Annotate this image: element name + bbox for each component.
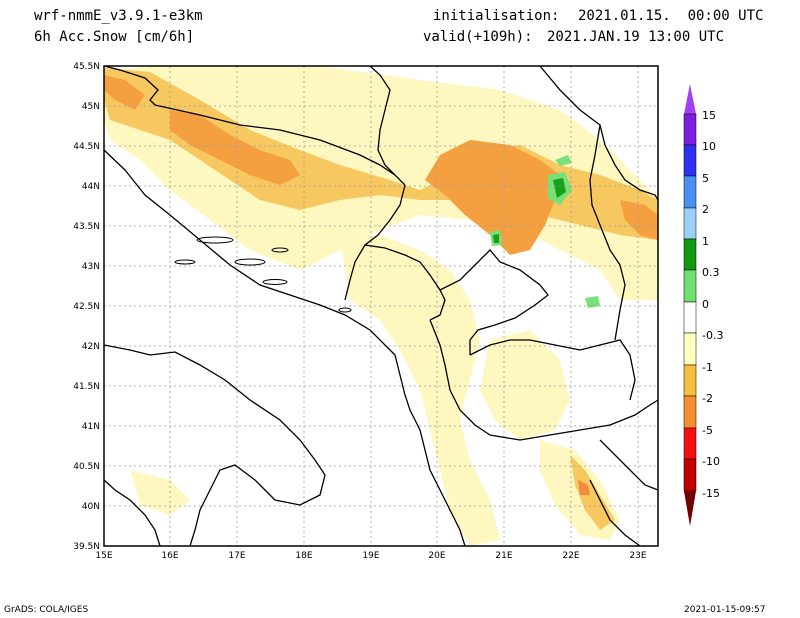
adriatic-east-coast (103, 149, 466, 547)
colorbar-segment (683, 113, 697, 146)
snow-area-green-2 (493, 234, 499, 243)
colorbar-segment (683, 458, 697, 492)
colorbar-segment (683, 238, 697, 271)
snow-area-orange-bosnia (170, 110, 300, 185)
colorbar-labels: 15 10 5 2 1 0.3 0 -0.3 -1 -2 -5 -10 -15 (702, 109, 723, 500)
colorbar-label: -2 (702, 392, 713, 405)
init-value: 2021.01.15. 00:00 UTC (578, 8, 764, 24)
lat-label: 45N (82, 102, 100, 112)
colorbar-segment (683, 301, 697, 334)
render-timestamp: 2021-01-15-09:57 (684, 605, 766, 615)
italy-coast (103, 344, 326, 547)
lon-axis: 15E 16E 17E 18E 19E 20E 21E 22E 23E (95, 551, 646, 561)
colorbar-segment (683, 144, 697, 177)
bosnia-north-border (154, 104, 406, 186)
colorbar-segment (683, 207, 697, 240)
colorbar-segment (683, 332, 697, 366)
lat-label: 40.5N (73, 462, 100, 472)
snow-area-lightgreen-4 (555, 155, 572, 166)
lon-label: 15E (95, 551, 112, 561)
serbia-bulgaria-border (589, 124, 626, 341)
snow-area-green-1 (553, 178, 566, 198)
greece-north-border (489, 399, 659, 441)
colorbar-label: -5 (702, 424, 713, 437)
greece-coast-east (599, 439, 659, 491)
variable-title: 6h Acc.Snow [cm/6h] (34, 29, 195, 45)
lat-label: 42N (82, 342, 100, 352)
kosovo-border (439, 249, 549, 355)
colorbar (683, 84, 697, 526)
colorbar-bottom-arrow (684, 491, 696, 526)
snow-fields (104, 66, 658, 546)
colorbar-top-arrow (684, 84, 696, 114)
colorbar-label: 10 (702, 140, 716, 153)
macedonia-border (469, 339, 636, 401)
bosnia-east-border (344, 184, 406, 301)
colorbar-segment (683, 364, 697, 397)
snow-area-orange-serbia (425, 140, 560, 255)
lon-label: 16E (161, 551, 178, 561)
map-grid (104, 66, 658, 546)
lon-label: 23E (629, 551, 646, 561)
lon-label: 20E (428, 551, 445, 561)
snow-area-orange-north (104, 75, 145, 110)
lon-label: 17E (228, 551, 245, 561)
italy-south-coast (103, 479, 161, 547)
snow-area-light-italy (130, 470, 190, 515)
greece-peninsula (589, 479, 641, 547)
coastlines-borders (103, 65, 659, 547)
islands (174, 236, 352, 313)
lat-label: 45.5N (73, 62, 100, 72)
albania-border (429, 319, 491, 436)
lat-label: 44N (82, 182, 100, 192)
colorbar-label: 0.3 (702, 266, 720, 279)
serbia-croatia-border (369, 65, 396, 176)
colorbar-segment (683, 427, 697, 460)
colorbar-segment (683, 269, 697, 303)
grads-credit: GrADS: COLA/IGES (4, 605, 89, 615)
montenegro-border (364, 244, 446, 321)
colorbar-label: -15 (702, 487, 720, 500)
valid-label: valid(+109h): (423, 29, 533, 45)
colorbar-segment (683, 395, 697, 429)
lat-label: 43.5N (73, 222, 100, 232)
colorbar-label: -1 (702, 361, 713, 374)
colorbar-segment (683, 175, 697, 209)
colorbar-label: 2 (702, 203, 709, 216)
colorbar-label: 1 (702, 235, 709, 248)
colorbar-label: 0 (702, 298, 709, 311)
snow-area-orange-spot (578, 480, 590, 495)
lat-label: 41N (82, 422, 100, 432)
snow-area-light-east (480, 330, 570, 440)
snow-area-lightgreen-3 (585, 296, 600, 308)
lat-label: 42.5N (73, 302, 100, 312)
lat-label: 43N (82, 262, 100, 272)
lat-label: 40N (82, 502, 100, 512)
snow-area-yellow-south (570, 455, 615, 530)
lat-label: 41.5N (73, 382, 100, 392)
lat-label: 44.5N (73, 142, 100, 152)
croatia-slovenia-border (103, 65, 159, 106)
valid-value: 2021.JAN.19 13:00 UTC (547, 29, 725, 45)
snow-area-light-central (340, 235, 500, 546)
map-frame (103, 65, 659, 547)
lon-label: 21E (495, 551, 512, 561)
snow-area-orange-bulgaria (620, 200, 658, 240)
colorbar-label: -0.3 (702, 329, 723, 342)
lon-label: 22E (562, 551, 579, 561)
serbia-east-border (539, 65, 659, 201)
lon-label: 19E (362, 551, 379, 561)
lat-axis: 45.5N 45N 44.5N 44N 43.5N 43N 42.5N 42N … (73, 62, 100, 552)
lon-label: 18E (295, 551, 312, 561)
colorbar-label: 15 (702, 109, 716, 122)
model-title: wrf-nmmE_v3.9.1-e3km (34, 8, 203, 24)
init-label: initialisation: (433, 8, 560, 24)
colorbar-label: 5 (702, 172, 709, 185)
colorbar-label: -10 (702, 455, 720, 468)
lat-label: 39.5N (73, 542, 100, 552)
